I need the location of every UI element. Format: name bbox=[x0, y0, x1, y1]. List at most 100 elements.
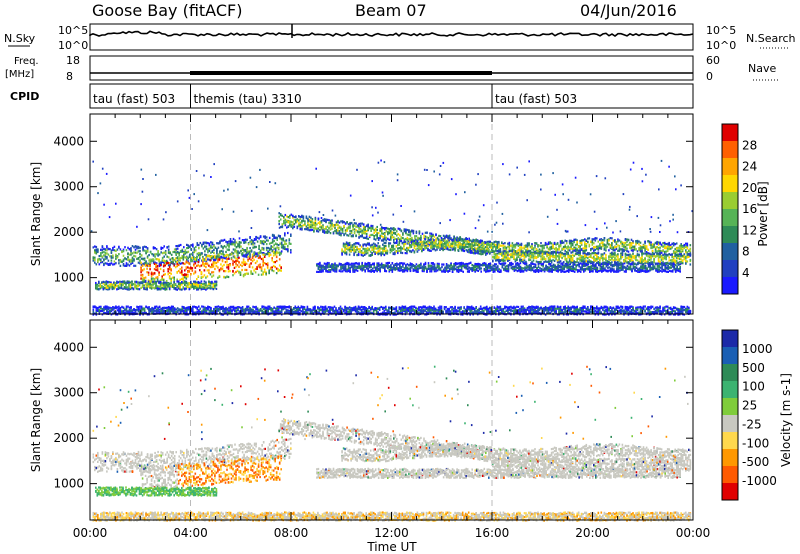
range-gate-cell bbox=[170, 269, 172, 271]
range-gate-cell bbox=[258, 247, 260, 249]
range-gate-cell bbox=[207, 269, 209, 271]
range-gate-cell bbox=[166, 262, 168, 264]
range-gate-cell bbox=[221, 256, 223, 258]
range-gate-cell bbox=[187, 262, 189, 264]
nsky-tick-lo: 10^0 bbox=[58, 39, 88, 52]
range-gate-cell bbox=[117, 249, 119, 251]
range-gate-cell bbox=[204, 242, 206, 244]
nsky-trace bbox=[90, 31, 693, 36]
range-gate-cell bbox=[251, 250, 253, 252]
range-gate-cell bbox=[201, 286, 203, 288]
range-gate-cell bbox=[106, 252, 108, 254]
range-gate-cell bbox=[108, 248, 110, 250]
range-gate-cell bbox=[379, 235, 381, 237]
range-gate-cell bbox=[140, 274, 142, 276]
range-gate-cell bbox=[192, 283, 194, 285]
range-gate-cell bbox=[127, 256, 129, 258]
range-gate-cell bbox=[195, 249, 197, 251]
range-gate-cell bbox=[109, 248, 111, 250]
range-gate-cell bbox=[189, 256, 191, 258]
range-gate-cell bbox=[122, 288, 124, 290]
range-gate-cell bbox=[169, 262, 171, 264]
cpid-segment-label: themis (tau) 3310 bbox=[194, 92, 302, 106]
range-gate-cell bbox=[249, 255, 251, 257]
range-gate-cell bbox=[319, 226, 321, 228]
range-gate-cell bbox=[131, 280, 133, 282]
range-gate-cell bbox=[103, 251, 105, 253]
range-gate-cell bbox=[183, 262, 185, 264]
range-gate-cell bbox=[211, 281, 213, 283]
range-gate-cell bbox=[310, 226, 312, 228]
range-gate-cell bbox=[184, 263, 186, 265]
range-gate-cell bbox=[207, 285, 209, 287]
range-gate-cell bbox=[172, 284, 174, 286]
range-gate-cell bbox=[93, 260, 95, 262]
range-gate-cell bbox=[276, 239, 278, 241]
range-gate-cell bbox=[102, 249, 104, 251]
range-gate-cell bbox=[151, 278, 153, 280]
range-gate-cell bbox=[118, 262, 120, 264]
range-gate-cell bbox=[131, 283, 133, 285]
range-gate-cell bbox=[175, 253, 177, 255]
range-gate-cell bbox=[245, 239, 247, 241]
range-gate-cell bbox=[273, 237, 275, 239]
range-gate-cell bbox=[247, 256, 249, 258]
range-gate-cell bbox=[198, 244, 200, 246]
range-gate-cell bbox=[145, 265, 147, 267]
range-gate-cell bbox=[175, 258, 177, 260]
range-gate-cell bbox=[163, 279, 165, 281]
range-gate-cell bbox=[259, 264, 261, 266]
range-gate-cell bbox=[191, 249, 193, 251]
range-gate-cell bbox=[260, 240, 262, 242]
range-gate-cell bbox=[148, 283, 150, 285]
range-gate-cell bbox=[283, 220, 285, 222]
range-gate-cell bbox=[200, 242, 202, 244]
range-gate-cell bbox=[163, 252, 165, 254]
range-gate-cell bbox=[145, 283, 147, 285]
freq-tick-hi: 18 bbox=[66, 54, 80, 67]
range-gate-cell bbox=[213, 252, 215, 254]
range-gate-cell bbox=[145, 277, 147, 279]
range-gate-cell bbox=[376, 233, 378, 235]
range-gate-cell bbox=[207, 255, 209, 257]
range-gate-cell bbox=[102, 256, 104, 258]
range-gate-cell bbox=[181, 289, 183, 291]
range-gate-cell bbox=[217, 259, 219, 261]
range-gate-cell bbox=[112, 284, 114, 286]
range-gate-cell bbox=[373, 238, 375, 240]
range-gate-cell bbox=[219, 254, 221, 256]
range-gate-cell bbox=[217, 255, 219, 257]
range-gate-cell bbox=[114, 260, 116, 262]
range-gate-cell bbox=[216, 281, 218, 283]
range-gate-cell bbox=[207, 242, 209, 244]
range-gate-cell bbox=[109, 281, 111, 283]
range-gate-cell bbox=[286, 239, 288, 241]
range-gate-cell bbox=[363, 232, 365, 234]
range-gate-cell bbox=[209, 250, 211, 252]
range-gate-cell bbox=[312, 218, 314, 220]
range-gate-cell bbox=[207, 275, 209, 277]
range-gate-cell bbox=[132, 245, 134, 247]
range-gate-cell bbox=[252, 247, 254, 249]
range-gate-cell bbox=[166, 280, 168, 282]
range-gate-cell bbox=[231, 253, 233, 255]
range-gate-cell bbox=[278, 216, 280, 218]
range-gate-cell bbox=[187, 286, 189, 288]
range-gate-cell bbox=[280, 214, 282, 216]
nsearch-tick-lo: 10^0 bbox=[706, 39, 736, 52]
range-gate-cell bbox=[167, 268, 169, 270]
range-gate-cell bbox=[269, 237, 271, 239]
range-gate-cell bbox=[274, 251, 276, 253]
range-gate-cell bbox=[122, 284, 124, 286]
range-gate-cell bbox=[373, 229, 375, 231]
range-gate-cell bbox=[97, 284, 99, 286]
range-gate-cell bbox=[212, 247, 214, 249]
range-gate-cell bbox=[358, 231, 360, 233]
range-gate-cell bbox=[246, 247, 248, 249]
range-gate-cell bbox=[231, 241, 233, 243]
range-gate-cell bbox=[183, 282, 185, 284]
range-gate-cell bbox=[147, 250, 149, 252]
range-gate-cell bbox=[213, 271, 215, 273]
range-gate-cell bbox=[136, 252, 138, 254]
range-gate-cell bbox=[286, 248, 288, 250]
